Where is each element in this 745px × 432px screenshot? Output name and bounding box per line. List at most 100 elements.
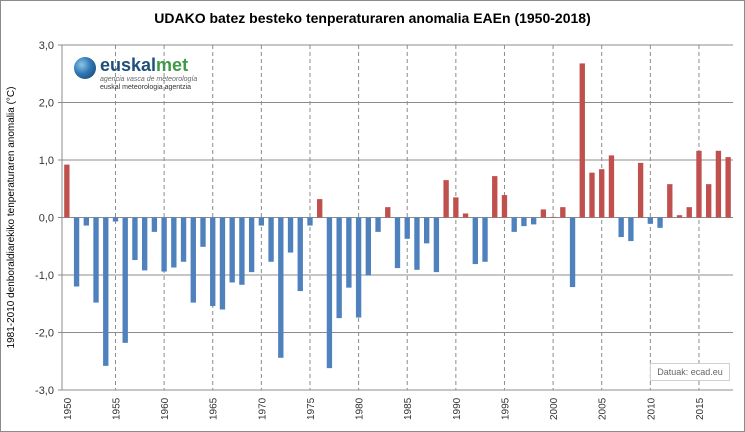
data-source-label: Datuak: ecad.eu [650, 363, 730, 381]
x-tick-label: 1995 [500, 397, 511, 420]
bar-1960 [161, 217, 167, 272]
x-tick-label: 1950 [63, 397, 74, 420]
bars [64, 63, 731, 369]
y-tick-label: -3,0 [35, 385, 54, 397]
bar-1959 [151, 217, 158, 232]
bar-2009 [637, 162, 644, 218]
bar-1970 [258, 217, 265, 226]
x-tick-label: 1965 [209, 397, 220, 420]
bar-1988 [433, 217, 440, 273]
bar-1952 [83, 217, 89, 226]
bar-2000 [550, 216, 556, 218]
bar-1999 [540, 209, 547, 218]
bar-1998 [530, 217, 537, 225]
bar-1950 [64, 164, 70, 218]
bar-2002 [569, 217, 576, 288]
bar-2014 [686, 207, 692, 218]
bar-1975 [307, 217, 313, 226]
bar-1955 [112, 217, 119, 222]
x-tick-label: 2005 [598, 397, 609, 420]
bar-2016 [706, 184, 712, 218]
logo-subtitle-eu: euskal meteorologia agentzia [100, 84, 192, 91]
x-tick-labels: 1950 1955 1960 1965 1970 1975 1980 1985 1990 1995… [63, 397, 706, 420]
bar-1969 [248, 217, 255, 273]
bar-2017 [715, 150, 722, 218]
bar-1986 [414, 217, 420, 270]
bar-1973 [287, 217, 294, 253]
y-tick-label: 1,0 [39, 155, 54, 167]
x-tick-label: 1985 [403, 397, 414, 420]
bar-2005 [599, 169, 605, 218]
bar-1991 [462, 213, 469, 218]
bar-1990 [453, 197, 459, 218]
bar-1995 [501, 195, 508, 218]
bar-2011 [657, 217, 663, 228]
logo-wordmark: euskalmet [100, 55, 188, 76]
logo-word-part2: met [156, 55, 189, 75]
bar-1977 [326, 217, 333, 369]
bar-2006 [608, 155, 615, 218]
y-tick-label: 3,0 [39, 40, 54, 52]
bar-2008 [628, 217, 634, 242]
bar-1994 [492, 176, 498, 218]
bar-1978 [336, 217, 342, 319]
y-tick-label: 2,0 [39, 98, 54, 110]
x-tick-label: 1960 [160, 397, 171, 420]
bar-1971 [268, 217, 274, 262]
bar-1951 [73, 217, 80, 287]
y-axis-label: 1981-2010 denboraldiarekiko tenperaturar… [6, 87, 17, 349]
x-tick-label: 1970 [257, 397, 268, 420]
chart-title: UDAKO batez besteko tenperaturaren anoma… [154, 10, 591, 26]
y-tick-label: -1,0 [35, 270, 54, 282]
bar-2007 [618, 217, 624, 238]
bar-1992 [472, 217, 478, 265]
bar-2012 [667, 184, 673, 218]
logo-word-part1: euskal [100, 55, 157, 75]
euskalmet-logo: euskalmet agencia vasca de meteorología … [72, 55, 202, 95]
bar-2013 [676, 215, 683, 218]
bar-1997 [521, 217, 527, 227]
bar-2004 [589, 172, 595, 218]
x-tick-label: 2015 [695, 397, 706, 420]
bar-1974 [297, 217, 303, 292]
bar-1966 [219, 217, 226, 310]
y-tick-label: -2,0 [35, 328, 54, 340]
bar-2018 [725, 157, 731, 218]
bar-1980 [355, 217, 362, 318]
x-tick-label: 1990 [452, 397, 463, 420]
axes [58, 44, 733, 391]
bar-2003 [579, 63, 585, 218]
globe-icon [74, 57, 96, 79]
bar-1983 [385, 207, 391, 218]
bar-2015 [696, 150, 702, 218]
bar-1982 [375, 217, 381, 232]
bar-1985 [404, 217, 410, 239]
bar-1962 [180, 217, 187, 262]
bar-1953 [93, 217, 99, 303]
logo-subtitle-es: agencia vasca de meteorología [100, 76, 198, 83]
bar-1976 [317, 199, 323, 218]
bar-1979 [346, 217, 352, 288]
bar-1989 [443, 180, 449, 218]
x-tick-label: 2010 [646, 397, 657, 420]
bar-1984 [394, 217, 401, 269]
bar-1968 [239, 217, 245, 285]
bar-1956 [122, 217, 128, 343]
bar-1996 [511, 217, 517, 232]
bar-1958 [141, 217, 148, 271]
bar-1972 [278, 217, 284, 358]
bar-1967 [229, 217, 235, 283]
bar-1963 [190, 217, 196, 303]
y-tick-label: 0,0 [39, 213, 54, 225]
bar-1965 [210, 217, 216, 307]
bar-1957 [132, 217, 138, 261]
x-tick-label: 1975 [306, 397, 317, 420]
x-tick-label: 1980 [355, 397, 366, 420]
y-tick-labels: 3,0 2,0 1,0 0,0 -1,0 -2,0 -3,0 [35, 40, 54, 397]
bar-2001 [560, 207, 566, 218]
bar-1964 [200, 217, 206, 247]
bar-1981 [365, 217, 372, 276]
x-tick-label: 1955 [111, 397, 122, 420]
